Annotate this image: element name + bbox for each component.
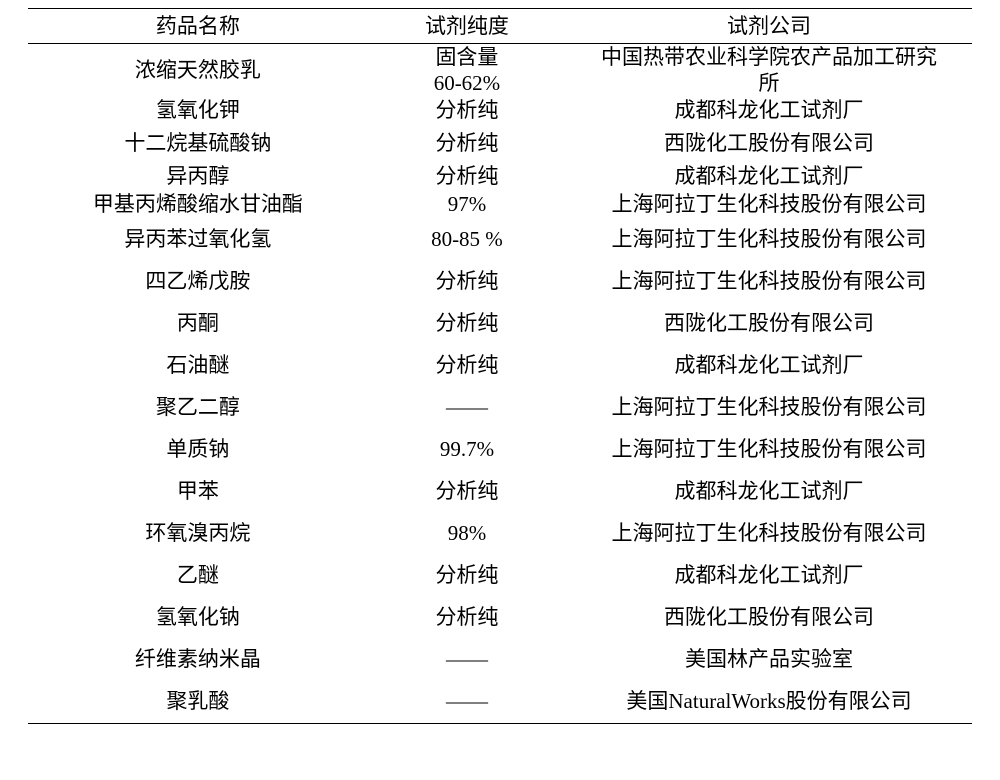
cell-purity: 分析纯 [368,303,566,345]
table-row: 氢氧化钠分析纯西陇化工股份有限公司 [28,597,972,639]
cell-name: 异丙苯过氧化氢 [28,219,368,261]
cell-name: 氢氧化钾 [28,97,368,125]
cell-name: 环氧溴丙烷 [28,513,368,555]
col-header-purity: 试剂纯度 [368,9,566,44]
table-row: 聚乙二醇——上海阿拉丁生化科技股份有限公司 [28,387,972,429]
table-row: 聚乳酸——美国NaturalWorks股份有限公司 [28,681,972,724]
cell-purity: —— [368,639,566,681]
cell-purity: 98% [368,513,566,555]
table-row: 纤维素纳米晶——美国林产品实验室 [28,639,972,681]
cell-purity: —— [368,681,566,724]
cell-purity: 分析纯 [368,261,566,303]
table-row: 浓缩天然胶乳固含量60-62%中国热带农业科学院农产品加工研究所 [28,44,972,97]
cell-name: 单质钠 [28,429,368,471]
cell-purity: 固含量60-62% [368,44,566,97]
table-row: 石油醚分析纯成都科龙化工试剂厂 [28,345,972,387]
cell-purity: 分析纯 [368,163,566,191]
cell-supplier: 上海阿拉丁生化科技股份有限公司 [566,191,972,219]
cell-name: 甲苯 [28,471,368,513]
cell-purity: 99.7% [368,429,566,471]
col-header-name: 药品名称 [28,9,368,44]
reagent-table: 药品名称 试剂纯度 试剂公司 浓缩天然胶乳固含量60-62%中国热带农业科学院农… [28,8,972,724]
table-header-row: 药品名称 试剂纯度 试剂公司 [28,9,972,44]
cell-supplier: 美国NaturalWorks股份有限公司 [566,681,972,724]
col-header-supplier: 试剂公司 [566,9,972,44]
cell-purity-line2: 60-62% [368,70,566,96]
cell-name: 氢氧化钠 [28,597,368,639]
cell-name: 乙醚 [28,555,368,597]
table-row: 甲基丙烯酸缩水甘油酯97%上海阿拉丁生化科技股份有限公司 [28,191,972,219]
cell-name: 聚乙二醇 [28,387,368,429]
cell-supplier: 西陇化工股份有限公司 [566,125,972,163]
table-row: 丙酮分析纯西陇化工股份有限公司 [28,303,972,345]
cell-supplier: 上海阿拉丁生化科技股份有限公司 [566,261,972,303]
table-row: 乙醚分析纯成都科龙化工试剂厂 [28,555,972,597]
cell-name: 十二烷基硫酸钠 [28,125,368,163]
table-row: 单质钠99.7%上海阿拉丁生化科技股份有限公司 [28,429,972,471]
cell-purity: —— [368,387,566,429]
cell-supplier: 美国林产品实验室 [566,639,972,681]
cell-purity: 分析纯 [368,345,566,387]
reagent-table-container: 药品名称 试剂纯度 试剂公司 浓缩天然胶乳固含量60-62%中国热带农业科学院农… [0,0,1000,732]
cell-name: 甲基丙烯酸缩水甘油酯 [28,191,368,219]
cell-name: 浓缩天然胶乳 [28,44,368,97]
cell-supplier: 成都科龙化工试剂厂 [566,345,972,387]
cell-supplier: 成都科龙化工试剂厂 [566,471,972,513]
cell-name: 异丙醇 [28,163,368,191]
cell-supplier: 上海阿拉丁生化科技股份有限公司 [566,513,972,555]
cell-supplier: 成都科龙化工试剂厂 [566,163,972,191]
cell-purity: 分析纯 [368,125,566,163]
cell-supplier: 西陇化工股份有限公司 [566,303,972,345]
cell-supplier: 成都科龙化工试剂厂 [566,97,972,125]
table-row: 环氧溴丙烷98%上海阿拉丁生化科技股份有限公司 [28,513,972,555]
table-body: 浓缩天然胶乳固含量60-62%中国热带农业科学院农产品加工研究所氢氧化钾分析纯成… [28,44,972,724]
cell-purity: 分析纯 [368,555,566,597]
table-row: 异丙醇分析纯成都科龙化工试剂厂 [28,163,972,191]
cell-purity: 80-85 % [368,219,566,261]
cell-purity: 97% [368,191,566,219]
cell-name: 丙酮 [28,303,368,345]
cell-supplier: 西陇化工股份有限公司 [566,597,972,639]
cell-purity-line1: 固含量 [368,44,566,70]
cell-supplier: 上海阿拉丁生化科技股份有限公司 [566,219,972,261]
cell-name: 石油醚 [28,345,368,387]
cell-name: 聚乳酸 [28,681,368,724]
table-row: 甲苯分析纯成都科龙化工试剂厂 [28,471,972,513]
cell-supplier: 上海阿拉丁生化科技股份有限公司 [566,387,972,429]
cell-supplier: 中国热带农业科学院农产品加工研究所 [566,44,972,97]
cell-supplier: 上海阿拉丁生化科技股份有限公司 [566,429,972,471]
cell-name: 纤维素纳米晶 [28,639,368,681]
cell-supplier-line2: 所 [566,70,972,96]
cell-purity: 分析纯 [368,471,566,513]
cell-supplier: 成都科龙化工试剂厂 [566,555,972,597]
cell-purity: 分析纯 [368,97,566,125]
table-row: 异丙苯过氧化氢80-85 %上海阿拉丁生化科技股份有限公司 [28,219,972,261]
cell-supplier-line1: 中国热带农业科学院农产品加工研究 [566,44,972,70]
table-row: 十二烷基硫酸钠分析纯西陇化工股份有限公司 [28,125,972,163]
table-row: 四乙烯戊胺分析纯上海阿拉丁生化科技股份有限公司 [28,261,972,303]
cell-name: 四乙烯戊胺 [28,261,368,303]
table-row: 氢氧化钾分析纯成都科龙化工试剂厂 [28,97,972,125]
cell-purity: 分析纯 [368,597,566,639]
